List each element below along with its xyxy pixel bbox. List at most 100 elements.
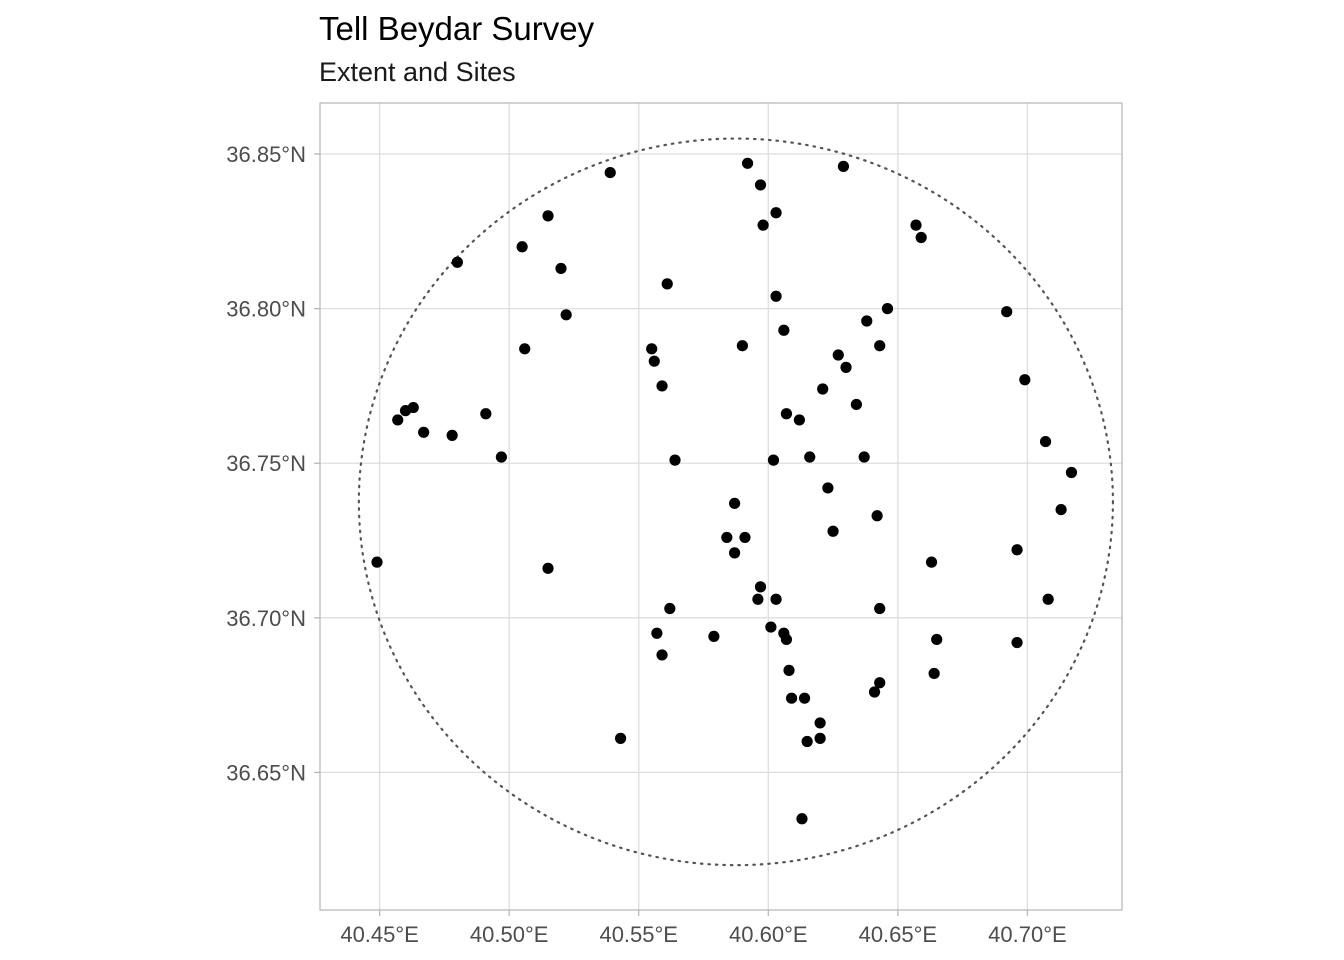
site-point xyxy=(542,210,554,222)
site-point xyxy=(519,343,531,355)
site-point xyxy=(661,278,673,290)
site-point xyxy=(850,398,862,411)
site-point xyxy=(669,454,681,466)
x-tick-label: 40.65°E xyxy=(859,922,938,947)
site-point xyxy=(451,256,463,268)
site-point xyxy=(480,408,492,420)
site-point xyxy=(1055,503,1067,516)
x-tick-label: 40.45°E xyxy=(340,922,419,947)
site-point xyxy=(832,349,844,361)
site-point xyxy=(516,241,528,253)
site-point xyxy=(874,677,886,689)
survey-extent xyxy=(357,137,1115,867)
site-point xyxy=(1039,435,1052,448)
site-point xyxy=(371,556,383,568)
site-point xyxy=(721,531,733,544)
site-point xyxy=(1042,593,1054,605)
site-point xyxy=(757,219,769,231)
y-tick-label: 36.75°N xyxy=(226,451,306,476)
site-point xyxy=(928,667,940,680)
site-point xyxy=(796,813,808,825)
site-point xyxy=(861,315,873,327)
site-point xyxy=(817,383,829,395)
x-tick-label: 40.55°E xyxy=(599,922,678,947)
site-point xyxy=(495,451,507,463)
site-point xyxy=(656,649,668,661)
site-point xyxy=(754,581,767,593)
site-point xyxy=(1011,636,1023,649)
x-tick-label: 40.70°E xyxy=(988,922,1067,947)
site-point xyxy=(664,602,676,615)
x-tick-label: 40.50°E xyxy=(470,922,549,947)
site-point xyxy=(736,340,748,352)
site-point xyxy=(651,627,663,639)
site-point xyxy=(778,324,790,336)
site-point xyxy=(858,451,870,463)
site-point xyxy=(780,408,793,420)
panel-border xyxy=(319,102,1123,911)
site-point xyxy=(925,556,938,568)
site-point xyxy=(741,157,754,169)
site-point xyxy=(786,692,798,704)
site-point xyxy=(729,547,741,559)
site-point xyxy=(804,451,816,463)
site-point xyxy=(881,303,894,315)
extent-circle xyxy=(357,137,1115,867)
y-axis: 36.65°N 36.70°N 36.75°N 36.80°N 36.85°N xyxy=(226,142,320,785)
site-point xyxy=(604,166,616,179)
site-point xyxy=(770,593,782,605)
grid-lines xyxy=(320,103,1122,910)
site-point xyxy=(1011,544,1023,556)
site-point xyxy=(814,732,826,744)
y-tick-label: 36.85°N xyxy=(226,142,306,167)
site-point xyxy=(555,262,567,275)
y-tick-label: 36.80°N xyxy=(226,297,306,322)
site-point xyxy=(783,664,795,676)
site-point xyxy=(827,525,839,537)
site-point xyxy=(874,340,886,352)
site-point xyxy=(793,414,805,426)
site-point xyxy=(765,621,777,633)
chart-subtitle: Extent and Sites xyxy=(319,57,516,87)
site-point xyxy=(729,497,741,510)
site-point xyxy=(542,562,554,574)
site-point xyxy=(770,290,782,302)
site-point xyxy=(560,309,572,321)
site-point xyxy=(648,355,660,367)
site-point xyxy=(646,343,658,355)
site-point xyxy=(754,179,767,191)
chart-title: Tell Beydar Survey xyxy=(319,10,595,47)
site-point xyxy=(910,219,922,231)
site-point xyxy=(822,482,834,494)
site-point xyxy=(739,531,751,544)
site-point xyxy=(874,602,886,615)
site-point xyxy=(752,593,764,605)
site-points xyxy=(371,157,1078,825)
site-point xyxy=(418,426,430,438)
site-point xyxy=(915,231,927,244)
site-point xyxy=(399,405,412,417)
site-point xyxy=(837,160,850,172)
site-point xyxy=(931,633,943,646)
site-point xyxy=(868,686,881,698)
site-point xyxy=(392,414,404,426)
site-point xyxy=(1019,374,1031,386)
site-point xyxy=(767,454,780,466)
site-point xyxy=(840,361,852,373)
site-point xyxy=(656,380,668,392)
site-point xyxy=(814,717,826,729)
x-axis: 40.45°E 40.50°E 40.55°E 40.60°E 40.65°E 40.70… xyxy=(340,910,1067,947)
site-point xyxy=(708,630,720,642)
site-point xyxy=(614,732,627,744)
site-point xyxy=(1065,466,1078,479)
site-point xyxy=(871,510,883,522)
site-point xyxy=(798,692,811,704)
x-tick-label: 40.60°E xyxy=(729,922,808,947)
y-tick-label: 36.70°N xyxy=(226,606,306,631)
site-point xyxy=(780,633,793,646)
y-tick-label: 36.65°N xyxy=(226,760,306,785)
site-point xyxy=(1001,306,1013,318)
site-point xyxy=(446,429,458,441)
site-point xyxy=(801,735,813,748)
